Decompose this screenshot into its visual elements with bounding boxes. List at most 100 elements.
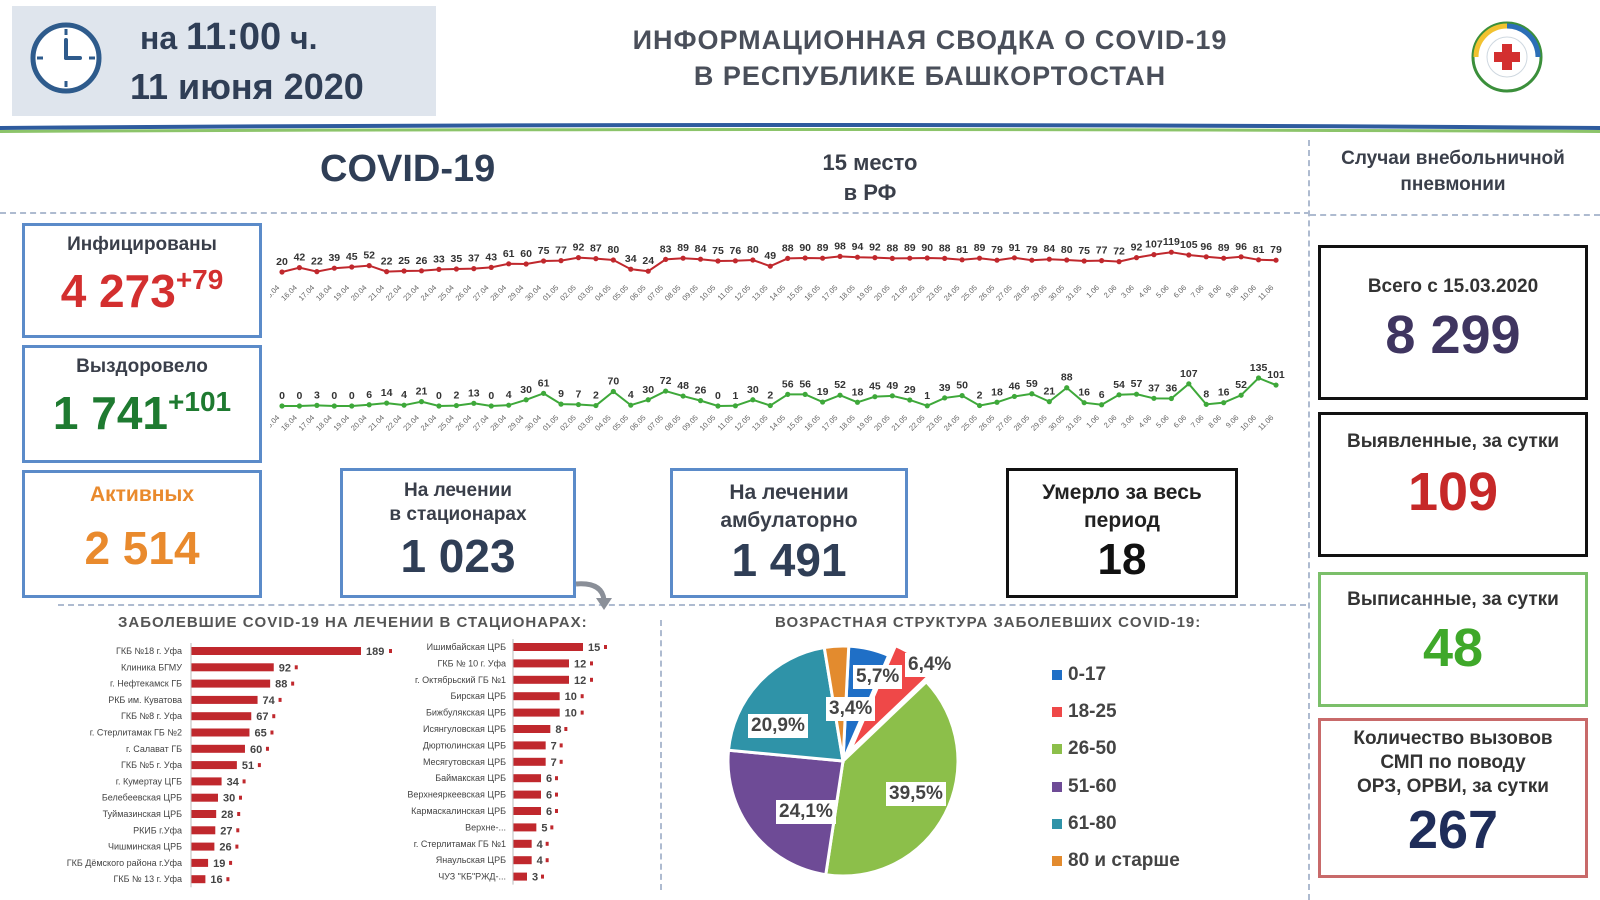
bar-category-label: г. Стерлитамак ГБ №2 [90, 728, 182, 738]
x-tick-label: 26.05 [977, 283, 997, 303]
data-point [331, 265, 337, 271]
bar-end-marker [235, 844, 239, 849]
data-label: 98 [834, 240, 846, 252]
data-label: 88 [1061, 372, 1073, 384]
data-label: 52 [1235, 379, 1247, 391]
data-point [575, 255, 582, 261]
rank-line-1: 15 место [822, 150, 918, 175]
data-label: 89 [1218, 242, 1230, 254]
ambulance-calls-card: Количество вызовов СМП по поводу ОРЗ, ОР… [1318, 718, 1588, 878]
legend-swatch [1052, 818, 1062, 829]
report-date: 11 июня 2020 [130, 66, 364, 107]
x-tick-label: 26.04 [454, 413, 474, 433]
data-label: 2 [977, 390, 983, 402]
data-label: 36 [1166, 383, 1178, 395]
data-label: 21 [1043, 386, 1055, 398]
data-point [854, 399, 861, 405]
deaths-value: 18 [1097, 535, 1147, 584]
x-tick-label: 5.06 [1154, 283, 1171, 300]
bar [513, 807, 541, 815]
x-tick-label: 20.05 [872, 413, 892, 433]
title-line-1: ИНФОРМАЦИОННАЯ СВОДКА О COVID-19 [632, 25, 1228, 55]
data-label: 37 [1148, 382, 1160, 394]
data-label: 30 [747, 384, 759, 396]
infected-value: 4 273 [60, 265, 176, 317]
bar-value-label: 51 [242, 760, 254, 772]
x-tick-label: 15.05 [785, 283, 805, 303]
data-label: 72 [660, 375, 672, 387]
data-point [924, 255, 930, 261]
data-point [1046, 399, 1052, 405]
bar [191, 777, 222, 786]
bar-value-label: 92 [279, 662, 291, 674]
title-line-2: В РЕСПУБЛИКЕ БАШКОРТОСТАН [693, 61, 1167, 91]
x-tick-label: 1.06 [1084, 413, 1101, 430]
data-point [488, 403, 494, 409]
daily-recovered-line-chart: 015.04016.04317.04018.04019.04620.041421… [270, 362, 1285, 433]
recovered-card: Выздоровело 1 741+101 [22, 345, 262, 463]
x-tick-label: 08.05 [663, 283, 683, 303]
data-point [732, 258, 739, 264]
data-point [471, 266, 477, 272]
x-tick-label: 01.05 [541, 283, 561, 303]
x-tick-label: 18.05 [837, 283, 857, 303]
data-point [610, 257, 616, 263]
data-label: 30 [520, 384, 532, 396]
bar [513, 872, 527, 881]
data-point [697, 256, 704, 262]
bar-value-label: 12 [574, 658, 586, 670]
hospital-bar-chart-left: ГКБ №18 г. Уфа 189 Клиника БГМУ 92 г. Нефтек… [67, 643, 392, 888]
bar-value-label: 6 [546, 806, 552, 818]
bar-category-label: ГКБ №18 г. Уфа [116, 646, 182, 656]
bar-value-label: 4 [537, 839, 544, 851]
x-tick-label: 22.04 [384, 413, 404, 433]
data-point [645, 397, 651, 403]
x-tick-label: 16.05 [802, 413, 822, 433]
x-tick-label: 27.04 [471, 283, 491, 303]
bar-value-label: 34 [227, 776, 240, 788]
data-label: 9 [558, 388, 564, 400]
x-tick-label: 07.05 [645, 283, 665, 303]
bar-end-marker [236, 828, 240, 833]
data-label: 79 [1270, 244, 1282, 256]
data-label: 29 [904, 384, 916, 396]
page-title: ИНФОРМАЦИОННАЯ СВОДКА О COVID-19 В РЕСПУ… [560, 22, 1300, 94]
data-label: 88 [939, 242, 951, 254]
deaths-card: Умерло за весь период 18 [1006, 468, 1238, 598]
pneumonia-discharged-card: Выписанные, за сутки 48 [1318, 572, 1588, 707]
data-point [436, 266, 442, 272]
x-tick-label: 16.05 [802, 283, 822, 303]
bar-value-label: 28 [221, 809, 233, 821]
bar-category-label: Бирская ЦРБ [450, 691, 506, 701]
data-label: 60 [520, 248, 532, 260]
x-tick-label: 26.05 [977, 413, 997, 433]
data-point [750, 257, 756, 263]
x-tick-label: 29.05 [1029, 283, 1049, 303]
bar-end-marker [229, 860, 233, 865]
data-point [1011, 255, 1018, 261]
data-point [854, 254, 861, 260]
data-point [436, 403, 442, 409]
data-label: 54 [1113, 379, 1125, 391]
data-label: 45 [346, 251, 358, 263]
bar [513, 839, 532, 848]
data-label: 89 [677, 242, 689, 254]
data-label: 77 [555, 245, 567, 257]
x-tick-label: 06.05 [628, 413, 648, 433]
data-point [279, 403, 285, 409]
data-point [1081, 258, 1087, 264]
pneumonia-header-line-2: пневмонии [1400, 174, 1506, 195]
bar [191, 647, 361, 655]
data-label: 16 [1078, 387, 1090, 399]
calls-label-line-3: ОРЗ, ОРВИ, за сутки [1357, 776, 1549, 797]
x-tick-label: 05.05 [611, 413, 631, 433]
bar-value-label: 15 [588, 642, 600, 654]
bar-end-marker [564, 727, 568, 731]
bar-value-label: 5 [541, 822, 547, 834]
data-label: 88 [782, 242, 794, 254]
pie-label-61-80: 20,9% [748, 714, 808, 738]
recovered-label: Выздоровело [76, 356, 208, 377]
data-label: 4 [401, 389, 407, 401]
bar-value-label: 10 [565, 691, 577, 703]
data-label: 42 [294, 252, 306, 264]
